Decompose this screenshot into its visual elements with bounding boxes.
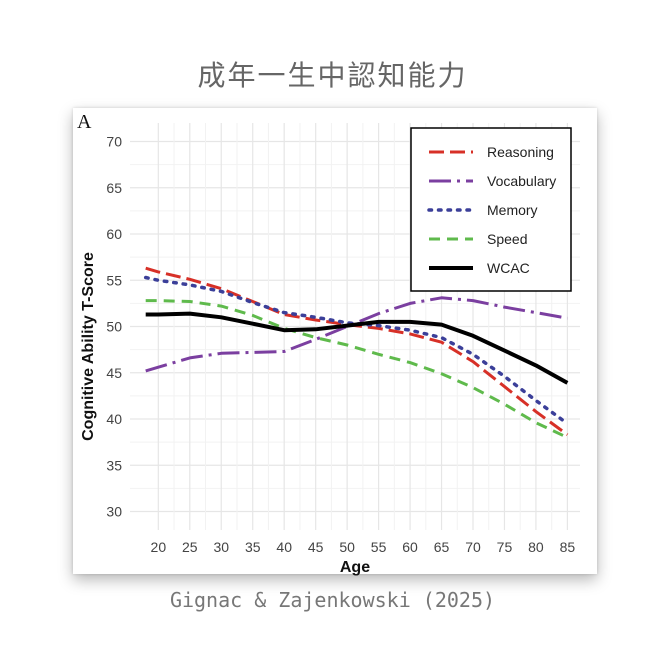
y-tick-label: 40 (106, 411, 122, 427)
x-tick-label: 20 (151, 539, 167, 555)
legend-label-wcac: WCAC (487, 260, 530, 276)
y-tick-label: 35 (106, 457, 122, 473)
x-tick-label: 85 (560, 539, 576, 555)
x-tick-label: 60 (402, 539, 418, 555)
y-tick-label: 50 (106, 319, 122, 335)
panel-label: A (77, 111, 92, 133)
y-tick-label: 65 (106, 180, 122, 196)
y-axis-title: Cognitive Ability T-Score (80, 252, 97, 441)
y-tick-label: 30 (106, 504, 122, 520)
y-tick-label: 60 (106, 226, 122, 242)
x-tick-labels: 20 25 30 35 40 45 50 55 60 65 70 75 80 85 (151, 539, 576, 555)
series-line-vocabulary (145, 296, 568, 373)
x-tick-label: 50 (339, 539, 355, 555)
x-tick-label: 30 (213, 539, 229, 555)
y-tick-label: 70 (106, 134, 122, 150)
y-tick-labels: 30 35 40 45 50 55 60 65 70 (106, 134, 122, 520)
page-title: 成年一生中認知能力 (197, 59, 468, 92)
series-line-speed (145, 299, 569, 439)
legend: Reasoning Vocabulary Memory Speed WCAC (410, 127, 572, 292)
x-tick-label: 65 (434, 539, 450, 555)
x-tick-label: 70 (465, 539, 481, 555)
x-tick-label: 35 (245, 539, 261, 555)
x-tick-label: 80 (528, 539, 544, 555)
series-lines (143, 266, 570, 439)
credit-caption: Gignac & Zajenkowski (2025) (169, 588, 496, 612)
y-tick-label: 55 (106, 272, 122, 288)
x-tick-label: 45 (308, 539, 324, 555)
series-line-wcac (145, 311, 569, 385)
y-tick-label: 45 (106, 365, 122, 381)
legend-label-speed: Speed (487, 231, 527, 247)
legend-label-reasoning: Reasoning (487, 144, 554, 160)
series-line-memory (143, 275, 570, 426)
x-tick-label: 75 (497, 539, 513, 555)
legend-label-vocabulary: Vocabulary (487, 173, 556, 189)
legend-label-memory: Memory (487, 202, 538, 218)
x-tick-label: 25 (182, 539, 198, 555)
x-tick-label: 55 (371, 539, 387, 555)
x-tick-label: 40 (276, 539, 292, 555)
x-axis-title: Age (340, 559, 370, 576)
